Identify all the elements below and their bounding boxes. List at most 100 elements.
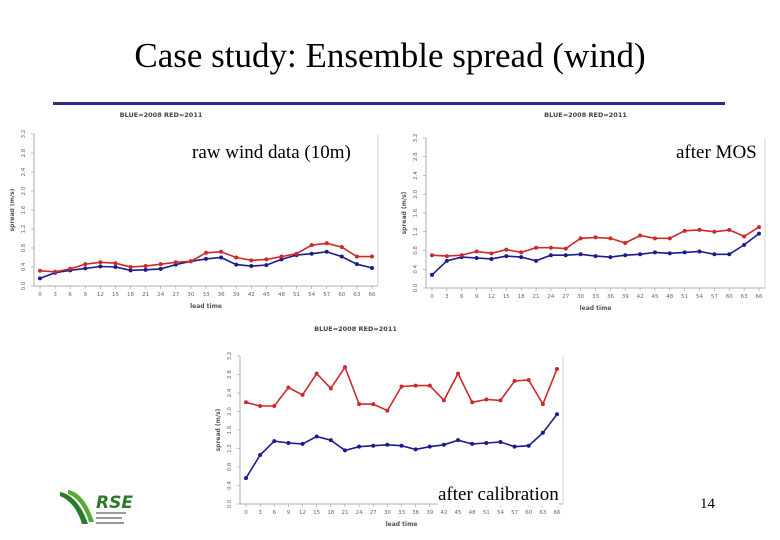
x-tick-label: 27 [172, 292, 179, 298]
red-series-point [563, 246, 568, 251]
blue-series-point [83, 266, 88, 271]
x-tick-label: 42 [637, 294, 644, 300]
x-tick-label: 66 [369, 292, 376, 298]
red-series-point [53, 269, 58, 274]
blue-series-point [498, 440, 503, 445]
red-series-point [555, 366, 559, 371]
red-series-point [342, 365, 347, 370]
red-series-point [272, 403, 277, 408]
blue-series-point [742, 242, 747, 247]
blue-series-point [757, 231, 761, 236]
x-tick-label: 9 [475, 294, 479, 300]
blue-series-point [385, 442, 390, 447]
x-tick-label: 21 [341, 510, 348, 516]
red-series-point [309, 243, 314, 248]
red-series-point [757, 225, 761, 230]
blue-series-point [540, 430, 545, 435]
y-tick-label: 1.6 [21, 205, 27, 214]
blue-series-point [623, 253, 628, 258]
blue-series-point [219, 255, 224, 260]
blue-series-point [474, 256, 479, 260]
x-tick-label: 18 [127, 292, 134, 298]
blue-series-point [354, 262, 359, 267]
red-series-point [652, 236, 657, 241]
blue-series-point [578, 252, 583, 257]
y-tick-label: 2.4 [21, 167, 27, 176]
x-tick-label: 57 [511, 510, 518, 516]
red-series-line [431, 226, 760, 257]
x-tick-label: 15 [313, 510, 320, 516]
blue-series-point [608, 255, 613, 260]
caption-after-mos: after MOS [676, 142, 757, 163]
x-tick-label: 60 [338, 292, 345, 298]
red-series-point [638, 233, 643, 238]
blue-series-point [300, 441, 305, 446]
y-tick-label: 0.0 [413, 283, 419, 292]
red-series-point [354, 254, 359, 259]
x-tick-label: 3 [53, 292, 57, 298]
y-tick-label: 1.2 [21, 225, 27, 234]
red-series-point [143, 264, 148, 269]
blue-series-point [548, 253, 553, 258]
x-tick-label: 42 [440, 510, 447, 516]
red-series-point [98, 260, 103, 265]
x-tick-label: 21 [533, 294, 540, 300]
blue-series-point [258, 452, 263, 457]
page-number: 14 [700, 496, 715, 512]
slide-title: Case study: Ensemble spread (wind) [134, 36, 646, 75]
x-tick-label: 51 [483, 510, 490, 516]
x-tick-label: 39 [233, 292, 240, 298]
red-series-point [456, 371, 461, 376]
x-tick-label: 60 [726, 294, 733, 300]
x-tick-label: 18 [327, 510, 334, 516]
x-tick-label: 57 [711, 294, 718, 300]
after-mos-chart: BLUE=2008 RED=2011 0.0 0.4 0.8 1.2 1.6 2.0 2.4 2… [401, 111, 766, 312]
legend-text: BLUE=2008 RED=2011 [314, 325, 397, 333]
red-series-point [264, 257, 269, 262]
red-series-point [526, 378, 531, 383]
red-series-point [712, 229, 717, 234]
x-tick-label: 54 [308, 292, 315, 298]
x-tick-label: 30 [187, 292, 194, 298]
red-series-point [444, 254, 449, 259]
red-series-point [489, 251, 494, 256]
blue-series-point [456, 438, 461, 443]
blue-series-point [371, 443, 376, 448]
blue-series-point [682, 250, 687, 255]
red-series-point [234, 255, 239, 260]
red-series-point [286, 385, 291, 390]
legend-text: BLUE=2008 RED=2011 [120, 111, 203, 119]
y-tick-label: 0.0 [227, 499, 233, 508]
x-tick-label: 0 [430, 294, 434, 300]
x-tick-label: 27 [370, 510, 377, 516]
y-tick-label: 2.0 [21, 186, 27, 195]
x-tick-label: 24 [547, 294, 554, 300]
blue-series-point [143, 267, 148, 272]
red-series-point [328, 386, 333, 391]
y-tick-label: 3.2 [413, 134, 419, 143]
x-tick-label: 51 [293, 292, 300, 298]
blue-series-point [249, 264, 254, 269]
caption-raw-wind: raw wind data (10m) [192, 142, 351, 163]
raw-wind-chart: BLUE=2008 RED=2011 0.0 0.4 0.8 1.2 1.6 2.0 2.4 2… [10, 111, 379, 310]
x-tick-label: 63 [353, 292, 360, 298]
blue-series-point [512, 444, 517, 449]
red-series-point [608, 236, 613, 241]
red-series-point [83, 262, 88, 267]
red-series-point [430, 253, 434, 258]
blue-series-point [667, 251, 672, 256]
red-series-point [474, 249, 479, 254]
y-tick-label: 0.8 [227, 462, 233, 471]
blue-series-point [470, 441, 475, 446]
blue-series-point [427, 444, 432, 449]
x-tick-label: 48 [469, 510, 476, 516]
y-tick-label: 1.6 [227, 425, 233, 434]
x-tick-label: 45 [651, 294, 658, 300]
red-series-point [219, 249, 224, 254]
blue-series-point [712, 252, 717, 257]
x-tick-label: 12 [488, 294, 495, 300]
blue-series-point [328, 438, 333, 443]
blue-series-point [204, 256, 208, 261]
blue-series-point [357, 444, 362, 449]
y-tick-label: 2.0 [413, 189, 419, 198]
